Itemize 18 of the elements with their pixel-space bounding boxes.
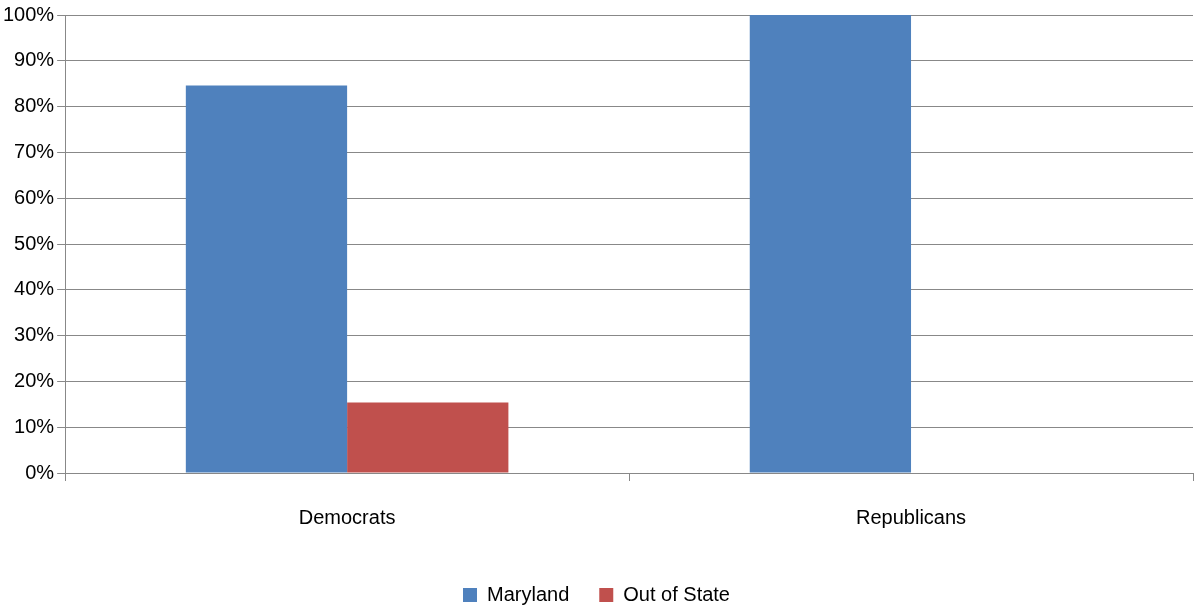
legend-label: Maryland	[487, 582, 570, 605]
legend-label: Out of State	[623, 582, 730, 605]
x-tick-label: Republicans	[856, 505, 967, 528]
bar	[185, 85, 348, 473]
y-tick-label: 60%	[14, 185, 55, 208]
y-tick-label: 90%	[14, 48, 55, 71]
x-tick-label: Democrats	[298, 505, 396, 528]
y-tick-label: 80%	[14, 94, 55, 117]
bar	[347, 402, 509, 473]
y-tick-label: 40%	[14, 277, 55, 300]
y-tick-label: 20%	[14, 368, 55, 391]
y-tick-label: 0%	[25, 460, 55, 483]
y-tick-label: 30%	[14, 323, 55, 346]
y-tick-label: 50%	[14, 231, 55, 254]
y-tick-label: 10%	[14, 414, 55, 437]
y-tick-label: 70%	[14, 139, 55, 162]
bar	[749, 15, 912, 473]
y-tick-label: 100%	[3, 2, 55, 25]
